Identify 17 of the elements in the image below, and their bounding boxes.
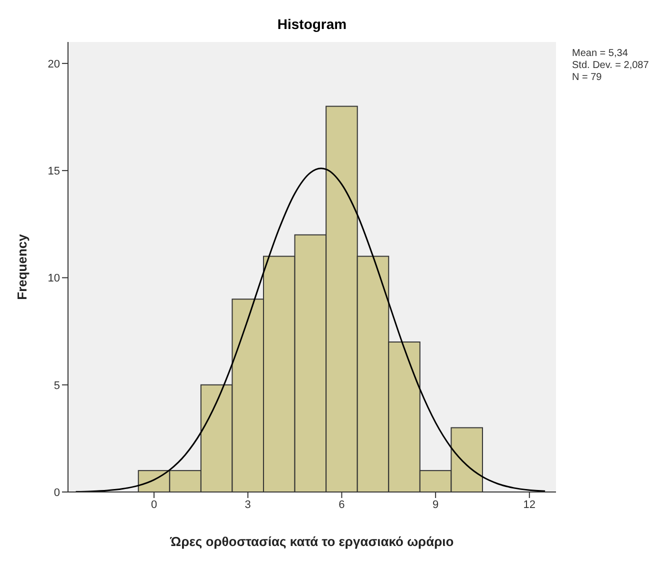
y-axis-title: Frequency [14, 233, 30, 300]
x-tick-label: 3 [244, 498, 251, 511]
text: Std. Dev. = 2,087 [572, 60, 649, 72]
line-series [75, 168, 546, 492]
x-tick-label: 12 [523, 498, 536, 511]
x-axis-title: Ώρες ορθοστασίας κατά το εργασιακό ωράριο [169, 534, 454, 549]
y-tick-label: 0 [54, 486, 60, 499]
y-tick-label: 5 [54, 380, 60, 392]
text: Mean = 5,34 [572, 48, 629, 60]
y-tick-label: 15 [48, 165, 60, 178]
x-tick-label: 6 [338, 498, 345, 511]
x-tick-label: 9 [432, 498, 439, 511]
chart-title: Histogram [276, 16, 348, 32]
text: N = 79 [572, 72, 603, 84]
y-tick-label: 20 [48, 58, 60, 70]
x-tick-label: 0 [150, 498, 158, 511]
y-tick-label: 10 [48, 272, 60, 285]
